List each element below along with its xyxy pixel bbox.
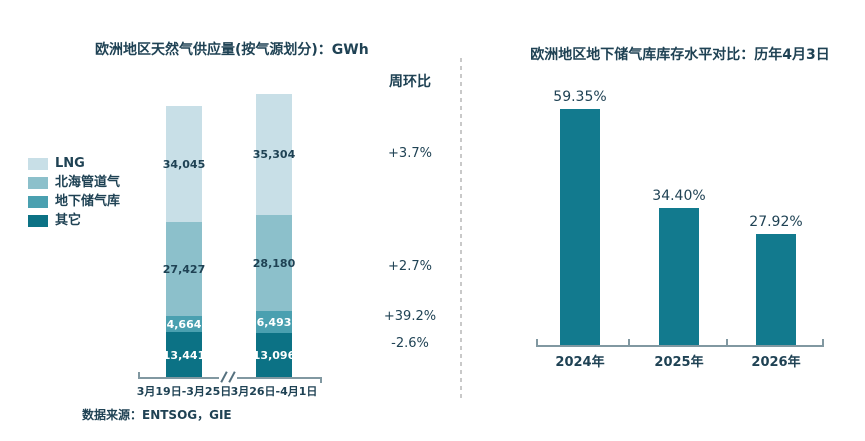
bar-segment: 13,441	[162, 332, 206, 378]
bar-value-label: 34.40%	[652, 188, 706, 204]
wow-column-header: 周环比	[389, 74, 431, 90]
bar-segment-value: 4,664	[166, 317, 202, 331]
axis-tick	[628, 339, 630, 346]
bar	[659, 208, 699, 346]
wow-value: +39.2%	[383, 309, 437, 324]
bar-segment-value: 13,096	[252, 349, 296, 362]
axis-tick	[726, 339, 728, 346]
bar-segment: 28,180	[252, 215, 296, 311]
section-divider	[460, 58, 462, 402]
x-axis-category: 2026年	[751, 355, 801, 370]
wow-value: +3.7%	[388, 146, 432, 161]
axis-break	[219, 374, 237, 382]
axis-end-tick	[320, 377, 322, 383]
bar-segment-value: 27,427	[162, 262, 206, 276]
legend-item: 北海管道气	[28, 176, 120, 189]
bar-segment: 13,096	[252, 333, 296, 378]
legend-swatch	[28, 195, 48, 208]
legend-label: LNG	[55, 156, 85, 171]
source-note: 数据来源：ENTSOG，GIE	[82, 408, 232, 422]
bar-segment-value: 28,180	[252, 256, 296, 270]
bar-segment-value: 13,441	[162, 348, 206, 362]
wow-value: -2.6%	[391, 336, 429, 351]
bar-segment-value: 6,493	[256, 315, 292, 329]
legend-item: 其它	[28, 214, 81, 227]
bar-value-label: 59.35%	[553, 89, 607, 105]
bar-value-label: 27.92%	[749, 214, 803, 230]
right-chart-title: 欧洲地区地下储气库库存水平对比：历年4月3日	[530, 47, 830, 63]
legend-label: 地下储气库	[55, 194, 121, 209]
x-axis-category: 3月26日-4月1日	[230, 385, 318, 398]
legend-swatch	[28, 157, 48, 170]
legend-item: LNG	[28, 157, 85, 170]
legend-item: 地下储气库	[28, 195, 120, 208]
bar	[560, 109, 600, 346]
axis-tick	[536, 339, 538, 346]
bar-segment-value: 34,045	[162, 157, 206, 171]
bar-segment: 34,045	[162, 106, 206, 222]
x-axis-category: 2024年	[555, 355, 605, 370]
bar	[756, 234, 796, 346]
axis-end-tick	[138, 372, 140, 378]
wow-value: +2.7%	[388, 259, 432, 274]
legend-label: 北海管道气	[55, 175, 121, 190]
x-axis-category: 2025年	[654, 355, 704, 370]
legend-swatch	[28, 214, 48, 227]
axis-tick	[822, 339, 824, 346]
bar-segment-value: 35,304	[252, 148, 296, 161]
bar-segment: 4,664	[166, 316, 202, 332]
bar-segment: 35,304	[252, 94, 296, 215]
bar-segment: 27,427	[162, 222, 206, 316]
legend-label: 其它	[55, 213, 82, 228]
legend-swatch	[28, 176, 48, 189]
left-chart-title: 欧洲地区天然气供应量(按气源划分)：GWh	[95, 42, 369, 58]
x-axis-category: 3月19日-3月25日	[136, 385, 232, 398]
x-axis-line	[536, 345, 824, 347]
bar-segment: 6,493	[256, 311, 292, 333]
